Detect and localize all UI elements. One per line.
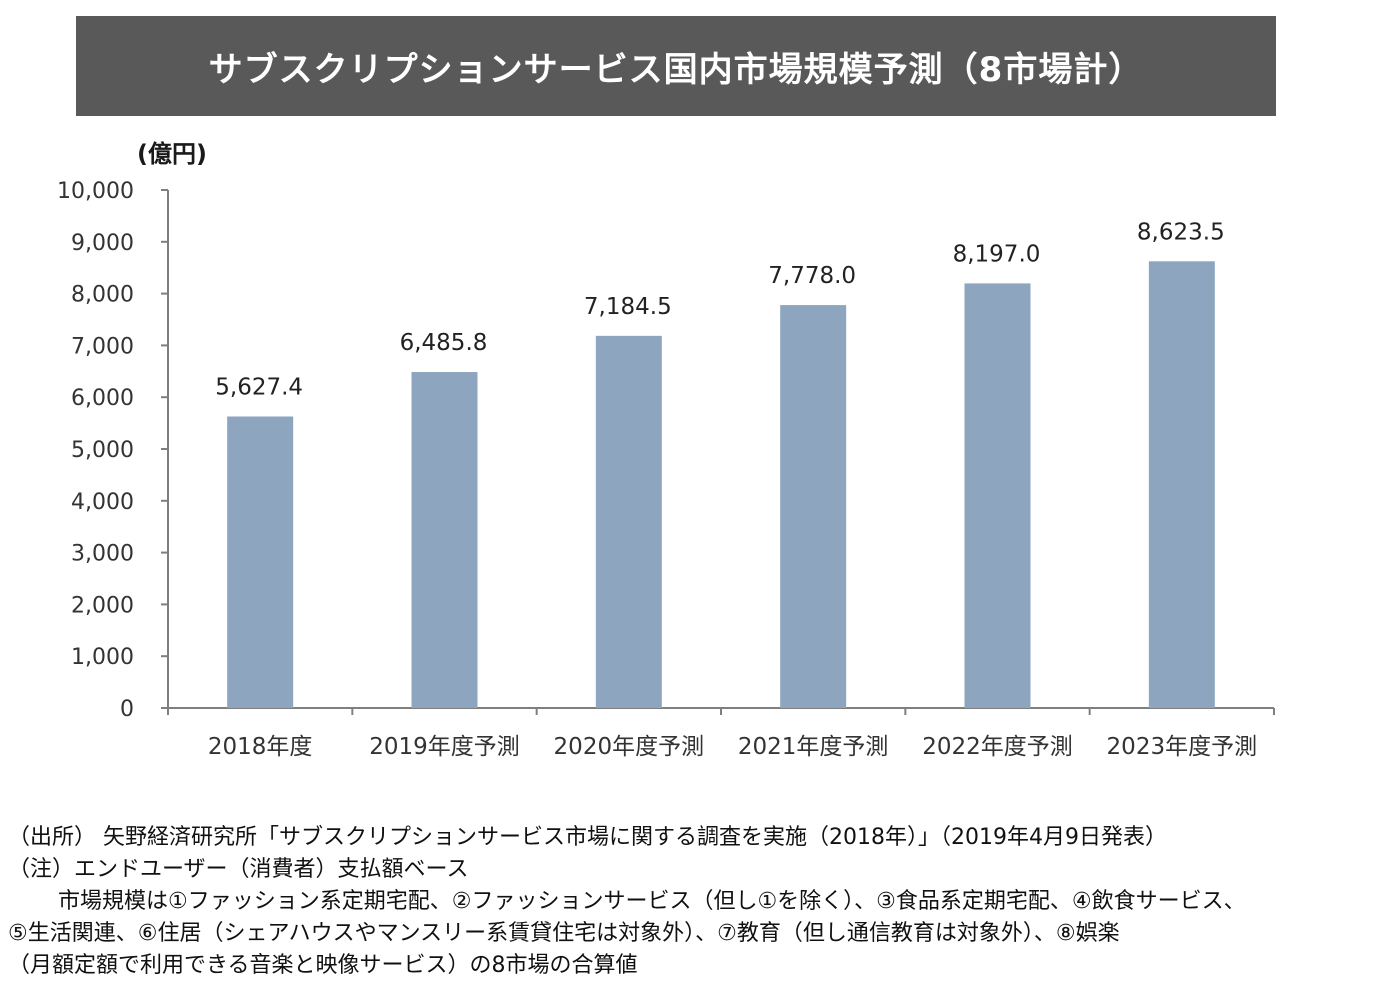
source-note: （出所） 矢野経済研究所「サブスクリプションサービス市場に関する調査を実施（20…	[8, 825, 1167, 850]
y-unit-label: (億円)	[137, 140, 207, 168]
detail-note-1: 市場規模は①ファッション系定期宅配、②ファッションサービス（但し①を除く）、③食…	[58, 889, 1246, 914]
y-tick-label: 9,000	[71, 231, 134, 256]
notes-block: （出所） 矢野経済研究所「サブスクリプションサービス市場に関する調査を実施（20…	[8, 822, 1398, 982]
y-tick-label: 6,000	[71, 386, 134, 411]
bar	[595, 335, 662, 708]
y-tick-label: 3,000	[71, 542, 134, 567]
bar	[411, 372, 478, 708]
data-label: 8,623.5	[1137, 219, 1225, 245]
x-tick-label: 2020年度予測	[554, 734, 705, 760]
y-tick-label: 0	[120, 697, 134, 722]
bar	[227, 416, 294, 708]
data-label: 5,627.4	[215, 375, 303, 401]
y-tick-label: 7,000	[71, 334, 134, 359]
bar-chart: (億円) 0 1,000 2,000 3,000 4,000 5,000 6,000 7,000…	[57, 140, 1275, 760]
y-tick-label: 10,000	[57, 179, 134, 204]
title-banner: サブスクリプションサービス国内市場規模予測（8市場計）	[76, 16, 1276, 116]
unit-note: （注）エンドユーザー（消費者）支払額ベース	[8, 857, 469, 882]
data-label: 6,485.8	[400, 330, 488, 356]
bar	[1148, 261, 1215, 708]
chart-title: サブスクリプションサービス国内市場規模予測（8市場計）	[208, 49, 1144, 90]
data-label: 7,778.0	[768, 263, 856, 289]
y-tick-label: 8,000	[71, 283, 134, 308]
x-tick-label: 2019年度予測	[369, 734, 520, 760]
y-tick-label: 1,000	[71, 645, 134, 670]
y-tick-label: 2,000	[71, 593, 134, 618]
x-tick-label: 2018年度	[208, 734, 313, 760]
x-tick-label: 2021年度予測	[738, 734, 889, 760]
data-label: 7,184.5	[584, 294, 672, 320]
y-tick-label: 4,000	[71, 490, 134, 515]
x-tick-label: 2023年度予測	[1107, 734, 1258, 760]
bar	[780, 305, 847, 708]
detail-note-3: （月額定額で利用できる音楽と映像サービス）の8市場の合算値	[8, 953, 638, 978]
detail-note-2: ⑤生活関連、⑥住居（シェアハウスやマンスリー系賃貸住宅は対象外）、⑦教育（但し通…	[8, 921, 1120, 946]
data-label: 8,197.0	[953, 241, 1041, 267]
x-tick-label: 2022年度予測	[922, 734, 1073, 760]
bar	[964, 283, 1031, 708]
y-tick-label: 5,000	[71, 438, 134, 463]
